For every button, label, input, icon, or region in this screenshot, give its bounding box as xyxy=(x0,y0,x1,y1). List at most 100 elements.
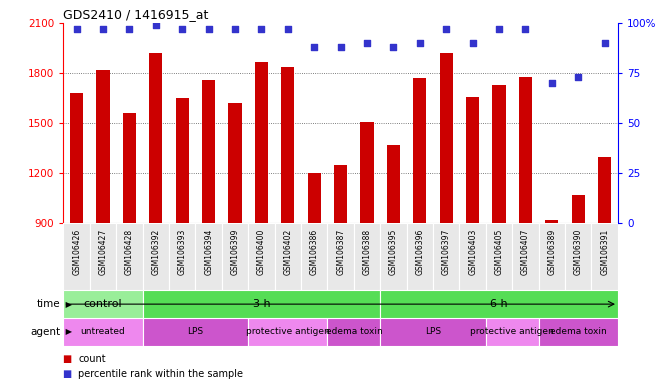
Text: ▶: ▶ xyxy=(63,327,72,336)
Text: ■: ■ xyxy=(63,354,76,364)
Bar xyxy=(327,318,380,346)
Bar xyxy=(486,318,538,346)
Text: protective antigen: protective antigen xyxy=(470,327,554,336)
Text: count: count xyxy=(78,354,106,364)
Bar xyxy=(248,223,275,290)
Point xyxy=(573,74,584,80)
Point xyxy=(441,26,452,33)
Bar xyxy=(116,223,143,290)
Text: GSM106407: GSM106407 xyxy=(521,228,530,275)
Point xyxy=(599,40,610,46)
Point xyxy=(309,44,319,50)
Text: GSM106402: GSM106402 xyxy=(283,228,293,275)
Bar xyxy=(327,223,354,290)
Bar xyxy=(492,85,506,223)
Point xyxy=(150,22,161,28)
Bar xyxy=(334,165,347,223)
Bar xyxy=(63,318,143,346)
Bar xyxy=(380,290,618,318)
Bar xyxy=(63,290,143,318)
Text: GSM106393: GSM106393 xyxy=(178,228,187,275)
Bar xyxy=(176,98,189,223)
Point xyxy=(177,26,188,33)
Bar xyxy=(90,223,116,290)
Point xyxy=(362,40,373,46)
Bar xyxy=(512,223,538,290)
Text: GSM106392: GSM106392 xyxy=(152,228,160,275)
Bar xyxy=(281,67,295,223)
Text: ▶: ▶ xyxy=(63,300,72,309)
Bar xyxy=(591,223,618,290)
Text: LPS: LPS xyxy=(188,327,204,336)
Bar xyxy=(228,103,242,223)
Bar xyxy=(169,223,196,290)
Text: GSM106395: GSM106395 xyxy=(389,228,398,275)
Point xyxy=(546,80,557,86)
Bar xyxy=(387,145,400,223)
Bar xyxy=(143,290,380,318)
Point xyxy=(388,44,399,50)
Point xyxy=(71,26,82,33)
Text: GSM106405: GSM106405 xyxy=(494,228,504,275)
Bar xyxy=(196,223,222,290)
Text: 3 h: 3 h xyxy=(253,299,271,309)
Bar xyxy=(275,223,301,290)
Text: GSM106397: GSM106397 xyxy=(442,228,451,275)
Text: GSM106390: GSM106390 xyxy=(574,228,582,275)
Text: GSM106394: GSM106394 xyxy=(204,228,213,275)
Point xyxy=(335,44,346,50)
Point xyxy=(520,26,531,33)
Bar xyxy=(538,223,565,290)
Bar xyxy=(440,53,453,223)
Bar xyxy=(486,223,512,290)
Bar xyxy=(123,113,136,223)
Bar xyxy=(407,223,433,290)
Point xyxy=(494,26,504,33)
Text: 6 h: 6 h xyxy=(490,299,508,309)
Bar xyxy=(413,78,426,223)
Text: control: control xyxy=(84,299,122,309)
Bar xyxy=(380,223,407,290)
Bar xyxy=(222,223,248,290)
Bar xyxy=(248,318,327,346)
Bar xyxy=(63,223,90,290)
Text: edema toxin: edema toxin xyxy=(325,327,382,336)
Point xyxy=(230,26,240,33)
Text: edema toxin: edema toxin xyxy=(550,327,607,336)
Text: ■: ■ xyxy=(63,369,76,379)
Text: GSM106428: GSM106428 xyxy=(125,228,134,275)
Bar xyxy=(545,220,558,223)
Text: agent: agent xyxy=(30,327,60,337)
Point xyxy=(124,26,135,33)
Text: GSM106400: GSM106400 xyxy=(257,228,266,275)
Text: GSM106399: GSM106399 xyxy=(230,228,240,275)
Bar xyxy=(598,157,611,223)
Bar xyxy=(70,93,84,223)
Text: GSM106391: GSM106391 xyxy=(601,228,609,275)
Text: LPS: LPS xyxy=(425,327,441,336)
Bar xyxy=(301,223,327,290)
Bar xyxy=(380,318,486,346)
Text: untreated: untreated xyxy=(81,327,126,336)
Bar xyxy=(354,223,380,290)
Point xyxy=(415,40,426,46)
Bar xyxy=(149,53,162,223)
Text: GSM106388: GSM106388 xyxy=(363,228,371,275)
Bar xyxy=(255,62,268,223)
Bar xyxy=(308,173,321,223)
Bar xyxy=(565,223,591,290)
Point xyxy=(256,26,267,33)
Bar xyxy=(572,195,585,223)
Point xyxy=(98,26,108,33)
Point xyxy=(468,40,478,46)
Bar xyxy=(433,223,460,290)
Text: GSM106403: GSM106403 xyxy=(468,228,477,275)
Text: GSM106387: GSM106387 xyxy=(336,228,345,275)
Point xyxy=(283,26,293,33)
Text: GSM106386: GSM106386 xyxy=(310,228,319,275)
Text: GSM106426: GSM106426 xyxy=(72,228,81,275)
Bar xyxy=(361,122,373,223)
Text: GDS2410 / 1416915_at: GDS2410 / 1416915_at xyxy=(63,8,209,21)
Bar xyxy=(96,70,110,223)
Text: protective antigen: protective antigen xyxy=(246,327,330,336)
